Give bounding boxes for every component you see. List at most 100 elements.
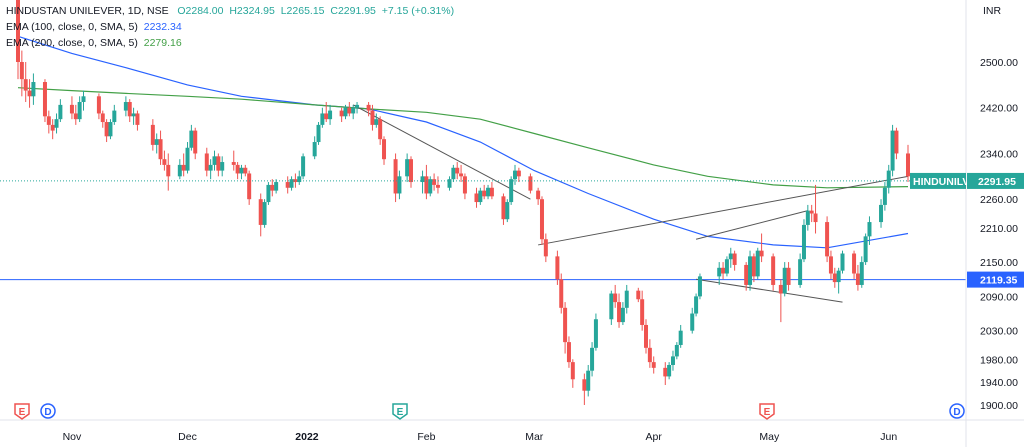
candle-body [590, 347, 595, 371]
trendlines[interactable] [352, 104, 909, 303]
candle-body [717, 267, 722, 277]
candle [724, 256, 729, 277]
candle [316, 122, 321, 145]
candle-body [651, 362, 656, 368]
candle-body [805, 210, 810, 225]
candle-body [393, 159, 398, 194]
candle-body [189, 130, 194, 148]
price-tick-label: 1980.00 [980, 354, 1018, 366]
candle [193, 127, 198, 160]
ema200-line [17, 87, 909, 189]
candle-body [636, 290, 641, 300]
legend-ema100-label: EMA (100, close, 0, SMA, 5) [6, 21, 138, 33]
hline-price-tag-label: 2119.35 [980, 275, 1018, 287]
candle-body [320, 113, 325, 125]
candle-body [809, 210, 814, 214]
candle-body [748, 256, 753, 285]
dividend-icon[interactable]: D [40, 403, 56, 419]
candle-body [906, 153, 910, 177]
candle [243, 164, 248, 177]
candle [108, 119, 113, 140]
candle-body [771, 256, 776, 285]
candle [609, 290, 614, 325]
candle [670, 350, 675, 371]
candle-body [154, 139, 159, 145]
price-axis-currency: INR [983, 5, 1002, 17]
candle [563, 302, 568, 354]
dividend-icon[interactable]: D [949, 403, 965, 419]
candle [216, 153, 221, 177]
candle [428, 176, 433, 197]
earnings-icon[interactable]: E [392, 403, 408, 420]
candle-body [478, 190, 483, 203]
candle-body [782, 267, 787, 294]
candle-body [586, 370, 591, 391]
candle-body [474, 193, 479, 203]
earnings-icon[interactable]: E [14, 403, 30, 420]
event-marker-letter: D [44, 407, 51, 418]
candle [624, 284, 629, 314]
candle-body [744, 264, 749, 285]
candle-body [239, 167, 244, 174]
candle-body [243, 167, 248, 174]
candle [748, 250, 753, 291]
price-tick-label: 1940.00 [980, 377, 1018, 389]
candle-body [231, 162, 236, 165]
candle [555, 250, 560, 285]
time-tick-label: Nov [63, 431, 82, 443]
candle-body [513, 170, 518, 180]
candle [586, 364, 591, 397]
candle-body [890, 130, 895, 171]
candle [474, 187, 479, 208]
candle-body [23, 79, 28, 91]
candle [77, 96, 82, 123]
candle [347, 102, 352, 117]
candle [678, 324, 683, 348]
candle [366, 102, 371, 117]
candle [836, 267, 841, 294]
candle-body [486, 187, 491, 197]
candle-body [489, 187, 494, 197]
legend-high: H2324.95 [229, 5, 275, 17]
candle [397, 170, 402, 200]
candle [150, 119, 155, 151]
candle [239, 164, 244, 180]
candle [266, 182, 271, 205]
time-tick-label: 2022 [295, 431, 319, 443]
candle-body [297, 176, 302, 183]
candle [516, 167, 521, 183]
candle-body [582, 379, 587, 391]
candle [100, 110, 105, 128]
candle [451, 164, 456, 183]
candle-body [181, 164, 186, 171]
candle [127, 99, 132, 123]
ema100-line [17, 35, 909, 249]
candle-body [647, 347, 652, 363]
candle [54, 113, 59, 134]
candle-body [694, 296, 699, 314]
earnings-icon[interactable]: E [759, 403, 775, 420]
candle-body [879, 204, 884, 223]
candle [620, 302, 625, 325]
candle-body [667, 364, 672, 377]
candle [501, 193, 506, 225]
candle-body [825, 222, 830, 257]
candle [663, 362, 668, 385]
candle [301, 153, 306, 180]
candle-body [193, 130, 198, 154]
candle-body [27, 90, 32, 97]
candle-body [270, 184, 275, 191]
candle-body [428, 179, 433, 194]
candle [759, 233, 764, 263]
candle-body [886, 170, 891, 188]
candle [867, 216, 872, 245]
candle [324, 102, 329, 123]
candle [405, 153, 410, 183]
candle [543, 233, 548, 263]
candle [459, 164, 464, 183]
candle-body [123, 102, 128, 111]
candle [212, 150, 217, 171]
candle [505, 199, 510, 223]
